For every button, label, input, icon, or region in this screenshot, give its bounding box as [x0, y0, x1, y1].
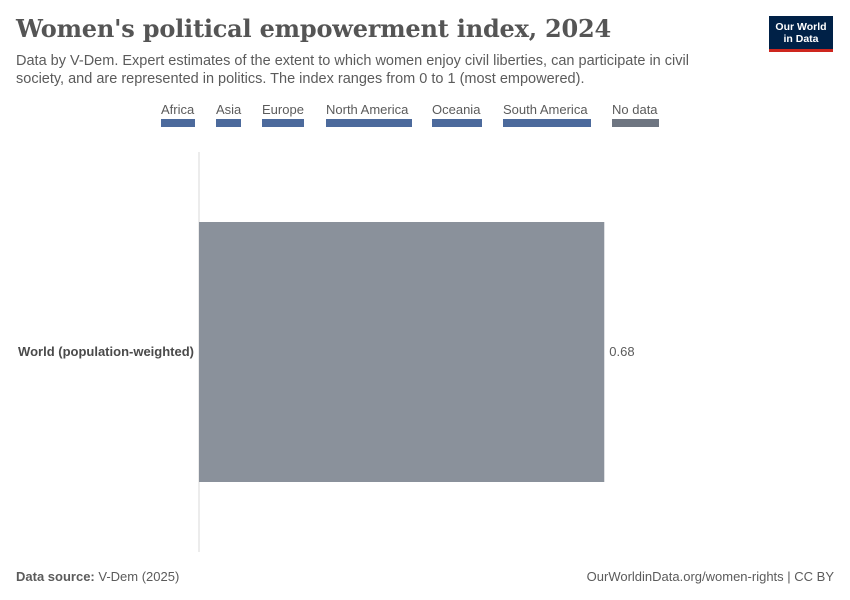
bar[interactable]: [199, 222, 605, 482]
data-source-value[interactable]: V-Dem (2025): [98, 569, 180, 584]
legend-label: South America: [503, 102, 588, 117]
legend-swatch: [326, 119, 412, 127]
legend-label: North America: [326, 102, 409, 117]
legend-label: Africa: [161, 102, 195, 117]
legend-swatch: [432, 119, 482, 127]
value-label: 0.68: [609, 344, 634, 359]
legend-swatch: [161, 119, 195, 127]
legend-label: Europe: [262, 102, 304, 117]
legend-label: Asia: [216, 102, 242, 117]
chart-legend: Africa Asia Europe North America Oceania…: [0, 100, 850, 130]
owid-logo[interactable]: Our World in Data: [769, 16, 833, 52]
data-source-label: Data source:: [16, 569, 95, 584]
logo-line-1: Our World: [775, 21, 827, 33]
logo-line-2: in Data: [783, 33, 819, 45]
footer-credit[interactable]: OurWorldinData.org/women-rights | CC BY: [586, 569, 834, 584]
category-label: World (population-weighted): [18, 344, 194, 359]
legend-swatch: [216, 119, 241, 127]
legend-label: Oceania: [432, 102, 481, 117]
bar-chart: World (population-weighted) 0.68: [18, 152, 635, 552]
legend-swatch: [262, 119, 304, 127]
data-source: Data source: V-Dem (2025): [16, 569, 179, 584]
chart-title: Women's political empowerment index, 202…: [16, 14, 612, 43]
chart-subtitle: Data by V-Dem. Expert estimates of the e…: [16, 53, 689, 87]
legend-swatch: [503, 119, 591, 127]
legend-label: No data: [612, 102, 658, 117]
legend-swatch: [612, 119, 659, 127]
